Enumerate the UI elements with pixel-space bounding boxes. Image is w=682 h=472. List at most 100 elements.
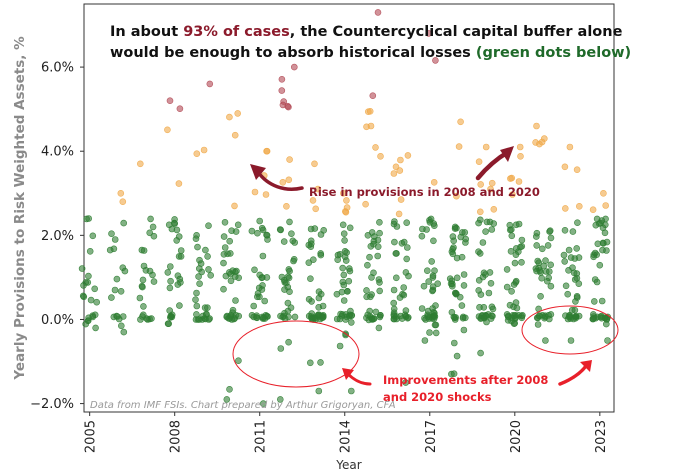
data-point <box>545 315 553 323</box>
data-point <box>232 311 240 319</box>
data-point <box>518 243 526 250</box>
data-point <box>593 251 601 258</box>
improvement-arrow-right-head <box>580 360 592 372</box>
data-point <box>426 329 433 336</box>
title-part-3: , the Countercyclical capital buffer alo… <box>290 24 623 40</box>
data-point <box>390 299 398 307</box>
data-point <box>171 220 178 227</box>
data-point <box>503 266 511 273</box>
data-point <box>258 286 266 293</box>
data-point <box>196 256 203 264</box>
data-point <box>345 312 353 320</box>
data-point <box>561 205 569 212</box>
data-point <box>429 287 436 295</box>
data-point <box>482 271 489 278</box>
data-point <box>512 221 520 229</box>
data-point <box>83 215 90 223</box>
data-point <box>226 113 233 121</box>
data-point <box>333 315 341 323</box>
data-point <box>376 279 383 286</box>
data-point <box>599 246 606 254</box>
improvement-arrow-left <box>346 372 372 386</box>
data-point <box>487 279 495 287</box>
data-point <box>140 247 148 254</box>
data-point <box>532 139 539 146</box>
data-point <box>475 313 483 320</box>
data-point <box>320 227 328 234</box>
data-point <box>568 306 576 314</box>
data-point <box>574 219 581 226</box>
data-point <box>259 314 267 322</box>
data-point <box>453 352 461 360</box>
data-point <box>291 239 299 246</box>
data-point <box>120 219 127 227</box>
data-point <box>221 219 229 226</box>
data-point <box>253 314 260 321</box>
data-point <box>258 274 266 282</box>
data-point <box>490 206 498 213</box>
data-point <box>343 249 350 256</box>
data-point <box>453 192 460 200</box>
data-point <box>167 263 174 270</box>
data-point <box>226 237 233 245</box>
data-point <box>288 230 295 237</box>
data-point <box>228 316 236 323</box>
data-point <box>423 267 431 275</box>
data-point <box>220 259 227 267</box>
x-tick-label: 2005 <box>84 420 99 453</box>
data-point <box>119 198 127 205</box>
data-point <box>196 265 203 272</box>
data-point <box>477 181 485 188</box>
data-point <box>164 320 172 328</box>
data-point <box>376 287 384 295</box>
data-point <box>263 147 271 155</box>
data-point <box>430 179 438 186</box>
data-point <box>277 345 285 352</box>
data-point <box>575 203 583 210</box>
data-point <box>572 313 580 320</box>
data-point <box>286 218 293 226</box>
data-point <box>488 303 496 311</box>
data-point <box>368 229 376 236</box>
data-point <box>533 122 540 130</box>
chart-title-line2: would be enough to absorb historical los… <box>110 45 631 61</box>
data-point <box>425 278 433 285</box>
data-point <box>480 303 488 311</box>
data-point <box>475 276 483 284</box>
data-point <box>279 101 287 109</box>
data-point <box>459 314 467 322</box>
data-point <box>291 313 299 321</box>
data-point <box>374 236 382 244</box>
data-point <box>85 314 92 322</box>
data-point <box>285 338 292 346</box>
data-point <box>111 286 119 294</box>
title-part-1: In about <box>110 24 183 40</box>
data-point <box>311 225 319 232</box>
data-point <box>235 357 242 365</box>
data-point <box>567 337 575 344</box>
data-point <box>538 274 546 282</box>
x-tick-label: 2020 <box>509 420 524 453</box>
data-point <box>425 30 433 37</box>
data-point <box>589 206 597 213</box>
data-point <box>512 251 520 258</box>
data-point <box>195 273 202 280</box>
data-point <box>403 244 411 251</box>
data-point <box>547 234 555 242</box>
data-point <box>482 143 490 151</box>
data-point <box>307 240 315 248</box>
data-point <box>118 322 125 330</box>
data-point <box>108 230 115 237</box>
data-point <box>483 318 490 326</box>
data-point <box>314 311 322 319</box>
data-point <box>485 289 493 297</box>
data-point <box>258 224 266 232</box>
data-point <box>561 163 569 171</box>
data-point <box>164 269 172 276</box>
data-point <box>363 293 371 301</box>
data-point <box>487 185 494 193</box>
data-point <box>597 219 604 227</box>
data-point <box>254 290 262 297</box>
data-point <box>566 143 574 151</box>
x-axis-title: Year <box>335 458 361 472</box>
